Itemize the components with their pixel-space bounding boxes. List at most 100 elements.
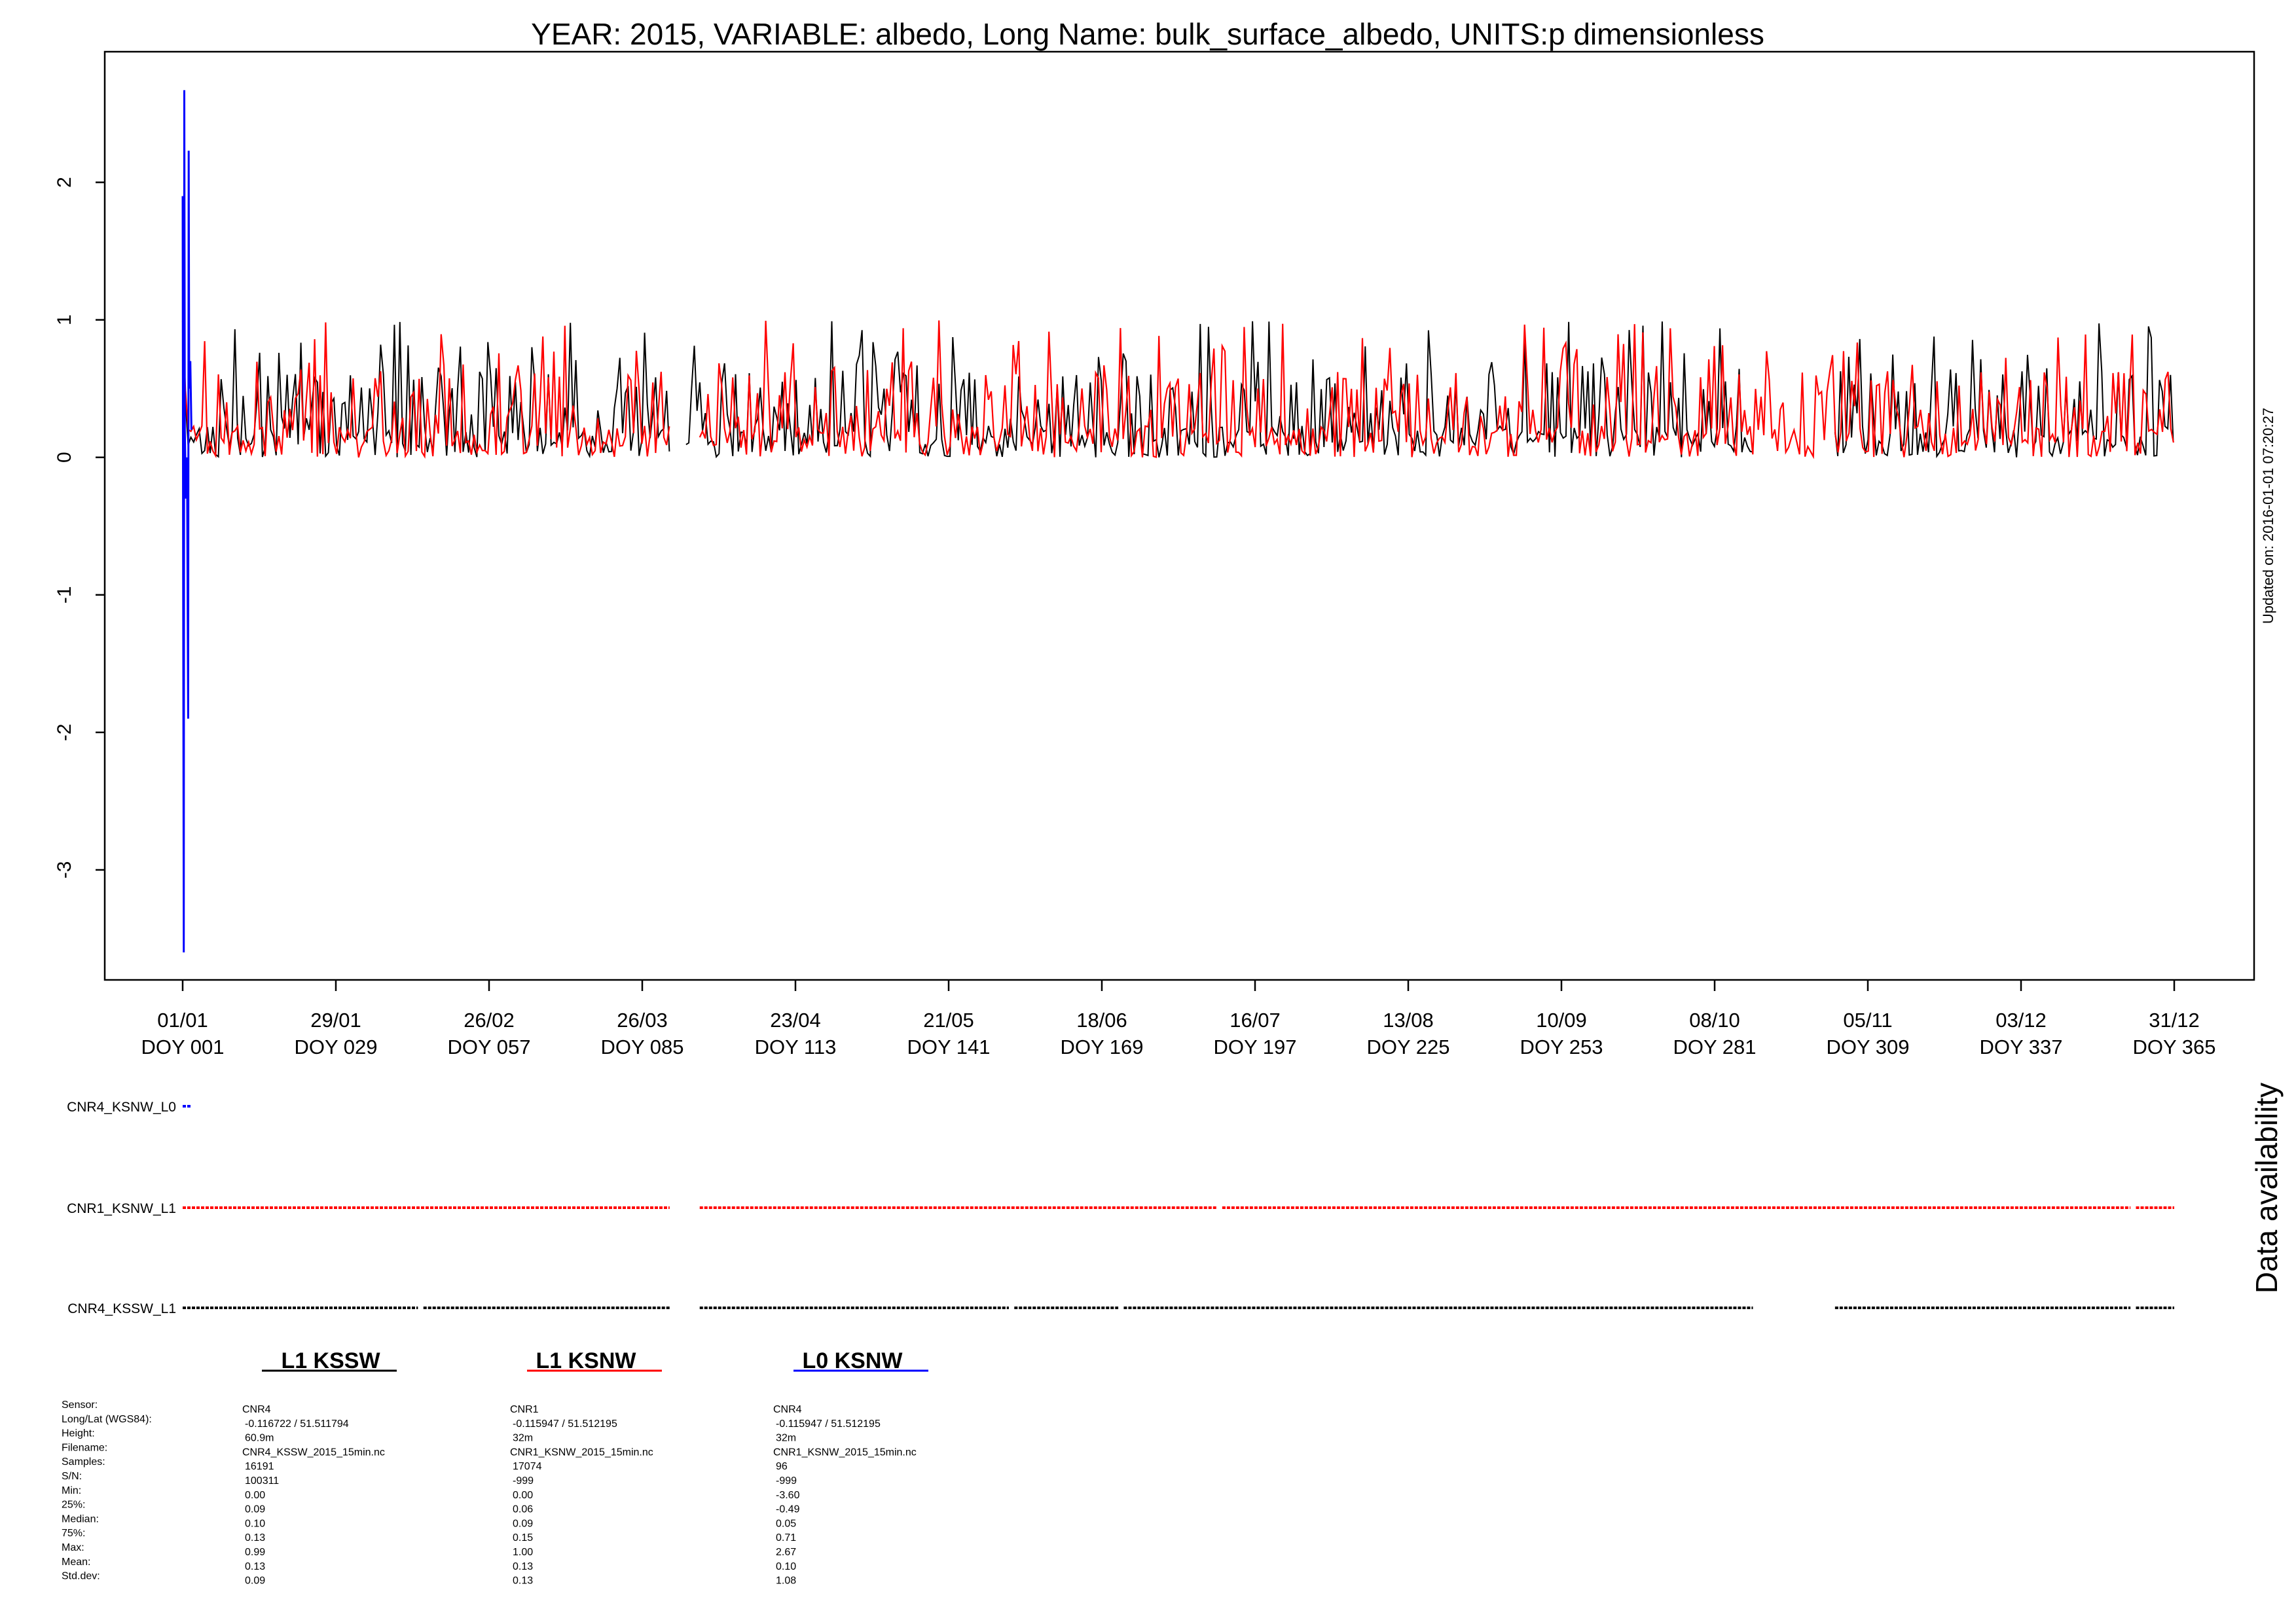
- x-tick-date: 18/06: [1076, 1009, 1127, 1032]
- stats-value: -0.49: [776, 1504, 800, 1515]
- stats-row-label: 75%:: [62, 1528, 85, 1539]
- x-axis: 01/01 DOY 001 29/01 DOY 029 26/02 DOY 057 26/0…: [141, 980, 2216, 1058]
- stats-panel: Sensor: Long/Lat (WGS84): Height: Filename:…: [62, 1348, 928, 1587]
- stats-value: 1.08: [776, 1576, 796, 1587]
- stats-column-heading: L0 KSNW: [803, 1348, 903, 1373]
- stats-value: 17074: [513, 1461, 542, 1472]
- chart-title: YEAR: 2015, VARIABLE: albedo, Long Name:…: [531, 17, 1764, 51]
- plot-frame: [103, 50, 2255, 981]
- x-tick-date: 05/11: [1843, 1009, 1892, 1032]
- y-tick-label: -3: [54, 861, 75, 879]
- stats-value: 100311: [245, 1475, 279, 1487]
- stats-column-heading: L1 KSSW: [281, 1348, 380, 1373]
- availability-panel: CNR4_KSNW_L0 CNR1_KSNW_L1 CNR4_KSSW_L1: [67, 1100, 2174, 1316]
- x-tick-date: 08/10: [1689, 1009, 1740, 1032]
- stats-value: 0.09: [513, 1518, 533, 1529]
- x-tick-date: 21/05: [923, 1009, 974, 1032]
- x-tick-doy: DOY 085: [601, 1036, 684, 1058]
- stats-row-label: Std.dev:: [62, 1571, 100, 1582]
- stats-value: -999: [776, 1475, 797, 1487]
- stats-value: 0.10: [245, 1518, 265, 1529]
- x-tick-doy: DOY 197: [1214, 1036, 1297, 1058]
- x-tick-doy: DOY 253: [1520, 1036, 1603, 1058]
- stats-value: CNR4_KSSW_2015_15min.nc: [242, 1447, 385, 1458]
- y-tick-label: 1: [54, 314, 75, 325]
- stats-value: 0.09: [245, 1576, 265, 1587]
- y-tick-label: 0: [54, 452, 75, 463]
- series-line-l0-ksnw: [181, 90, 192, 953]
- stats-value: 0.00: [245, 1490, 265, 1501]
- stats-value: -0.115947 / 51.512195: [513, 1418, 617, 1430]
- stats-value: -999: [513, 1475, 534, 1487]
- x-tick-doy: DOY 141: [907, 1036, 991, 1058]
- availability-row-label: CNR4_KSNW_L0: [67, 1100, 176, 1115]
- stats-value: 0.00: [513, 1490, 533, 1501]
- x-tick-doy: DOY 169: [1061, 1036, 1144, 1058]
- stats-row-label: Max:: [62, 1542, 84, 1553]
- stats-value: CNR4: [773, 1404, 802, 1415]
- x-tick-doy: DOY 113: [755, 1036, 837, 1058]
- y-tick-label: -2: [54, 724, 75, 742]
- x-tick-doy: DOY 337: [1980, 1036, 2063, 1058]
- stats-value: CNR1_KSNW_2015_15min.nc: [773, 1447, 917, 1458]
- stats-value: 60.9m: [245, 1433, 274, 1444]
- stats-row-label: Samples:: [62, 1456, 105, 1468]
- y-tick-label: -1: [54, 586, 75, 604]
- x-tick-date: 26/03: [617, 1009, 668, 1032]
- x-tick-date: 01/01: [157, 1009, 208, 1032]
- availability-row-label: CNR1_KSNW_L1: [67, 1201, 176, 1216]
- stats-value: CNR1: [510, 1404, 539, 1415]
- stats-value: 0.13: [513, 1576, 533, 1587]
- stats-value: 0.05: [776, 1518, 796, 1529]
- stats-row-label: 25%:: [62, 1500, 85, 1511]
- x-tick-date: 23/04: [770, 1009, 821, 1032]
- x-tick-date: 29/01: [310, 1009, 361, 1032]
- series-layer: [181, 90, 2174, 953]
- stats-row-label: Mean:: [62, 1557, 90, 1568]
- stats-value: 16191: [245, 1461, 274, 1472]
- x-tick-doy: DOY 365: [2133, 1036, 2216, 1058]
- stats-value: 32m: [513, 1433, 533, 1444]
- stats-value: 0.13: [513, 1561, 533, 1572]
- stats-value: -3.60: [776, 1490, 800, 1501]
- x-tick-date: 13/08: [1383, 1009, 1434, 1032]
- stats-row-label: Median:: [62, 1513, 99, 1525]
- data-availability-label: Data availability: [2250, 1083, 2284, 1293]
- stats-value: 0.13: [245, 1532, 265, 1543]
- stats-value: 0.13: [245, 1561, 265, 1572]
- stats-row-label: Height:: [62, 1428, 95, 1439]
- stats-column-heading: L1 KSNW: [536, 1348, 637, 1373]
- x-tick-doy: DOY 309: [1827, 1036, 1910, 1058]
- series-line-l1-ksnw: [181, 320, 2174, 460]
- x-tick-doy: DOY 057: [448, 1036, 531, 1058]
- stats-row-label: Min:: [62, 1485, 81, 1496]
- y-axis: 2 1 0 -1 -2 -3: [54, 177, 105, 878]
- stats-value: -0.116722 / 51.511794: [245, 1418, 349, 1430]
- stats-value: 96: [776, 1461, 788, 1472]
- x-tick-doy: DOY 281: [1673, 1036, 1757, 1058]
- stats-value: 0.09: [245, 1504, 265, 1515]
- stats-value: 0.71: [776, 1532, 796, 1543]
- x-tick-date: 26/02: [464, 1009, 515, 1032]
- stats-value: CNR1_KSNW_2015_15min.nc: [510, 1447, 653, 1458]
- x-tick-date: 10/09: [1536, 1009, 1587, 1032]
- stats-row-label: Long/Lat (WGS84):: [62, 1414, 152, 1425]
- stats-value: 0.99: [245, 1547, 265, 1558]
- stats-row-label: S/N:: [62, 1471, 82, 1482]
- stats-value: CNR4: [242, 1404, 271, 1415]
- stats-value: 2.67: [776, 1547, 796, 1558]
- stats-row-label: Sensor:: [62, 1399, 98, 1411]
- y-tick-label: 2: [54, 177, 75, 188]
- x-tick-doy: DOY 001: [141, 1036, 225, 1058]
- stats-value: 32m: [776, 1433, 796, 1444]
- stats-value: 0.06: [513, 1504, 533, 1515]
- stats-value: 0.10: [776, 1561, 796, 1572]
- stats-row-label: Filename:: [62, 1442, 107, 1453]
- stats-value: 0.15: [513, 1532, 533, 1543]
- x-tick-date: 03/12: [1995, 1009, 2047, 1032]
- x-tick-doy: DOY 225: [1367, 1036, 1450, 1058]
- stats-value: 1.00: [513, 1547, 533, 1558]
- x-tick-date: 31/12: [2149, 1009, 2200, 1032]
- x-tick-date: 16/07: [1230, 1009, 1281, 1032]
